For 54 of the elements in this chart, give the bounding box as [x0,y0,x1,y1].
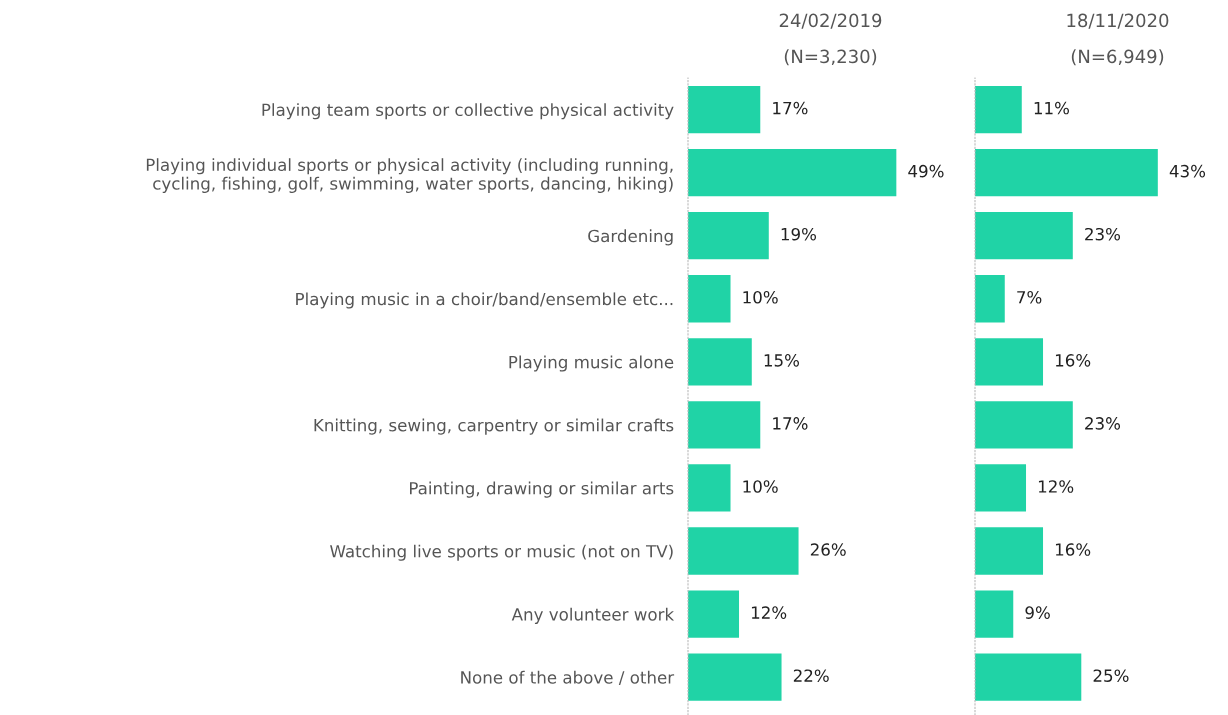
chart-title: 24/02/2019 [779,13,882,29]
bar [688,653,782,701]
bar [975,275,1005,323]
data-label: 17% [773,417,808,430]
data-label: 23% [1085,227,1121,241]
data-label: 25% [1093,669,1129,682]
bar [688,85,761,134]
bar [688,464,731,512]
bar [688,590,740,638]
data-label: 10% [743,290,778,304]
data-label: 16% [1055,354,1091,367]
bar [975,527,1044,575]
y-tick-label: Knitting, sewing, carpentry or similar crafts [314,418,674,435]
bar [688,401,761,449]
data-label: 15% [764,354,800,367]
data-label: 12% [1038,480,1074,493]
data-label: 16% [1055,543,1091,556]
bar [688,527,799,575]
bar [975,148,1158,197]
data-label: 12% [751,606,787,619]
bar [975,338,1044,386]
y-tick-label: Playing music in a choir/band/ensemble etc... [296,292,673,309]
y-tick-label: Any volunteer work [511,607,675,624]
bar [975,590,1014,638]
bar [688,212,769,260]
y-tick-label: Gardening [588,229,673,246]
chart-subtitle: (N=6,949) [1071,49,1164,66]
chart-title: 18/11/2020 [1067,13,1169,29]
bar [975,653,1082,701]
bar [688,338,752,386]
bar [975,85,1022,134]
bar [688,275,731,323]
data-label: 11% [1034,101,1069,115]
y-tick-label: Playing team sports or collective physical activity [262,103,674,120]
bar [975,401,1073,449]
data-label: 10% [743,480,778,493]
data-label: 43% [1169,164,1206,178]
data-label: 19% [781,227,817,241]
bar [975,212,1073,260]
y-tick-label: Watching live sports or music (not on TV) [330,544,673,561]
data-label: 26% [810,543,846,556]
data-label: 49% [908,164,944,178]
y-tick-label: Playing music alone [509,355,674,372]
y-tick-label: None of the above / other [461,670,675,686]
data-label: 17% [773,101,808,115]
y-tick-label: Painting, drawing or similar arts [410,481,674,498]
data-label: 22% [793,669,829,682]
data-label: 23% [1085,417,1121,430]
chart-subtitle: (N=3,230) [784,49,877,66]
data-label: 7% [1017,290,1042,304]
y-tick-label: Playing individual sports or physical activity (including running, cycling, fishing, golf, swimming, water sports, dancing, hiking) [146,158,673,193]
bar [975,464,1027,512]
bar [688,148,897,197]
data-label: 9% [1025,606,1050,619]
